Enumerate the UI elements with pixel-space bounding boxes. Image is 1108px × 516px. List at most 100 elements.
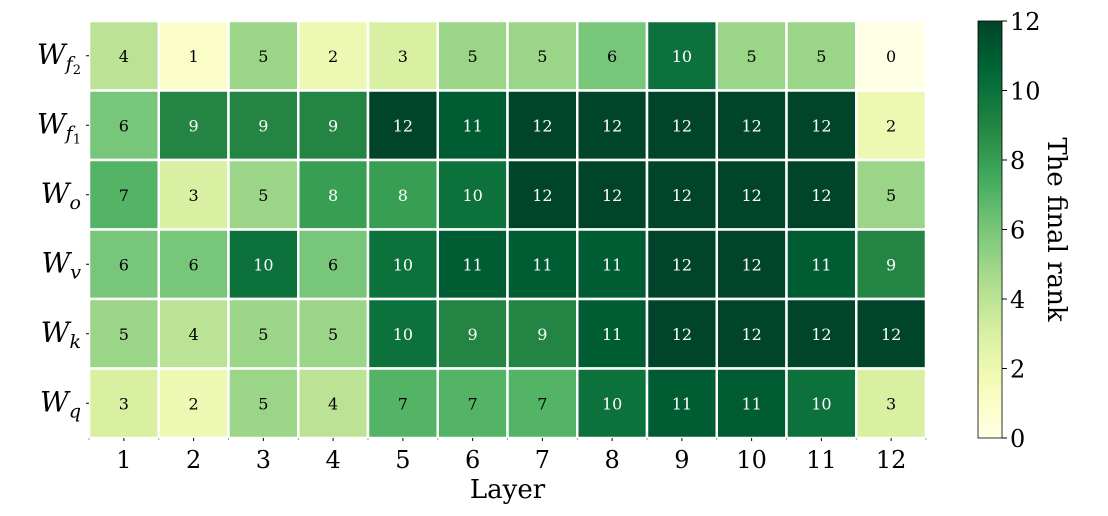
cell-value-label: 11	[532, 255, 552, 274]
cell-value-label: 12	[532, 116, 552, 135]
cell-value-label: 11	[462, 116, 482, 135]
cell-value-label: 12	[602, 116, 622, 135]
colorbar: 0 2 4 6 8 10 12 The final rank	[977, 8, 1071, 453]
cell-value-label: 12	[672, 325, 692, 344]
cell-value-label: 12	[602, 186, 622, 205]
heatmap-cell	[715, 228, 788, 301]
cell-value-label: 4	[328, 394, 338, 413]
x-tick-label: 8	[604, 446, 619, 474]
heatmap-cell	[715, 89, 788, 162]
cell-value-label: 12	[672, 186, 692, 205]
heatmap-cell	[855, 89, 928, 162]
cell-value-label: 12	[741, 255, 761, 274]
cell-value-label: 10	[393, 325, 413, 344]
cell-value-label: 10	[393, 255, 413, 274]
cell-value-label: 11	[462, 255, 482, 274]
heatmap-cell	[576, 367, 649, 440]
heatmap-cell	[855, 158, 928, 231]
cell-value-label: 5	[468, 47, 478, 66]
cell-value-label: 5	[258, 394, 268, 413]
heatmap-cell	[506, 367, 579, 440]
heatmap-cell	[227, 297, 300, 370]
cell-value-label: 12	[532, 186, 552, 205]
colorbar-tick-label: 8	[1010, 147, 1025, 175]
y-tick-label: Wv	[41, 246, 81, 283]
x-axis-title: Layer	[470, 475, 546, 505]
y-tick-label: Wf1	[37, 107, 81, 147]
x-tick-label: 1	[116, 446, 131, 474]
heatmap-cell	[576, 297, 649, 370]
cell-value-label: 7	[119, 186, 129, 205]
heatmap-cell	[436, 19, 509, 92]
cell-value-label: 1	[189, 47, 199, 66]
heatmap-cell	[576, 89, 649, 162]
cell-value-label: 11	[602, 255, 622, 274]
heatmap-cell	[506, 158, 579, 231]
cell-value-label: 11	[811, 255, 831, 274]
heatmap-cell	[297, 367, 370, 440]
colorbar-tick-label: 12	[1010, 8, 1041, 36]
cell-value-label: 3	[398, 47, 408, 66]
cell-value-label: 12	[393, 116, 413, 135]
colorbar-tick-label: 0	[1010, 425, 1025, 453]
cell-value-label: 5	[886, 186, 896, 205]
heatmap-cell	[297, 89, 370, 162]
x-tick-label: 5	[395, 446, 410, 474]
cell-value-label: 3	[886, 394, 896, 413]
colorbar-tick-label: 4	[1010, 286, 1025, 314]
cell-value-label: 2	[886, 116, 896, 135]
colorbar-tick-label: 2	[1010, 356, 1025, 384]
heatmap-cell	[436, 228, 509, 301]
heatmap-cell	[506, 89, 579, 162]
cell-value-label: 9	[886, 255, 896, 274]
cell-value-label: 12	[811, 325, 831, 344]
heatmap-cell	[645, 89, 718, 162]
cell-value-label: 12	[672, 116, 692, 135]
heatmap-cell	[506, 297, 579, 370]
heatmap-cell	[87, 228, 160, 301]
colorbar-tick-label: 6	[1010, 217, 1025, 245]
cell-value-label: 12	[741, 116, 761, 135]
heatmap-cell	[645, 367, 718, 440]
heatmap-cell	[785, 89, 858, 162]
cell-value-label: 6	[328, 255, 338, 274]
cell-value-label: 4	[189, 325, 199, 344]
cell-value-label: 11	[741, 394, 761, 413]
cell-value-label: 5	[258, 325, 268, 344]
y-tick-label: Wo	[41, 177, 81, 214]
cell-value-label: 11	[602, 325, 622, 344]
cell-value-label: 10	[462, 186, 482, 205]
heatmap-cell	[715, 19, 788, 92]
cell-value-label: 2	[328, 47, 338, 66]
heatmap-cell	[87, 297, 160, 370]
cell-value-label: 5	[537, 47, 547, 66]
cell-value-label: 6	[119, 255, 129, 274]
x-tick-label: 4	[325, 446, 340, 474]
cell-value-label: 10	[253, 255, 273, 274]
cell-value-label: 5	[258, 186, 268, 205]
cell-value-label: 12	[741, 325, 761, 344]
cell-value-label: 6	[189, 255, 199, 274]
cell-value-label: 9	[189, 116, 199, 135]
x-tick-label: 7	[535, 446, 550, 474]
cell-value-label: 11	[672, 394, 692, 413]
cell-value-label: 9	[258, 116, 268, 135]
heatmap-cell	[855, 19, 928, 92]
cell-value-label: 7	[398, 394, 408, 413]
heatmap-cell	[366, 297, 439, 370]
colorbar-ticks: 0 2 4 6 8 10 12	[1002, 8, 1041, 453]
cell-value-label: 8	[328, 186, 338, 205]
heatmap-cell	[436, 297, 509, 370]
cell-value-label: 5	[816, 47, 826, 66]
cell-value-label: 12	[741, 186, 761, 205]
colorbar-gradient	[977, 20, 1003, 439]
cell-value-label: 5	[747, 47, 757, 66]
heatmap-cell	[366, 89, 439, 162]
y-tick-label: Wq	[40, 385, 81, 422]
heatmap-cell	[227, 158, 300, 231]
cell-value-label: 10	[811, 394, 831, 413]
colorbar-title: The final rank	[1041, 137, 1071, 322]
cell-value-label: 5	[258, 47, 268, 66]
x-tick-label: 3	[256, 446, 271, 474]
